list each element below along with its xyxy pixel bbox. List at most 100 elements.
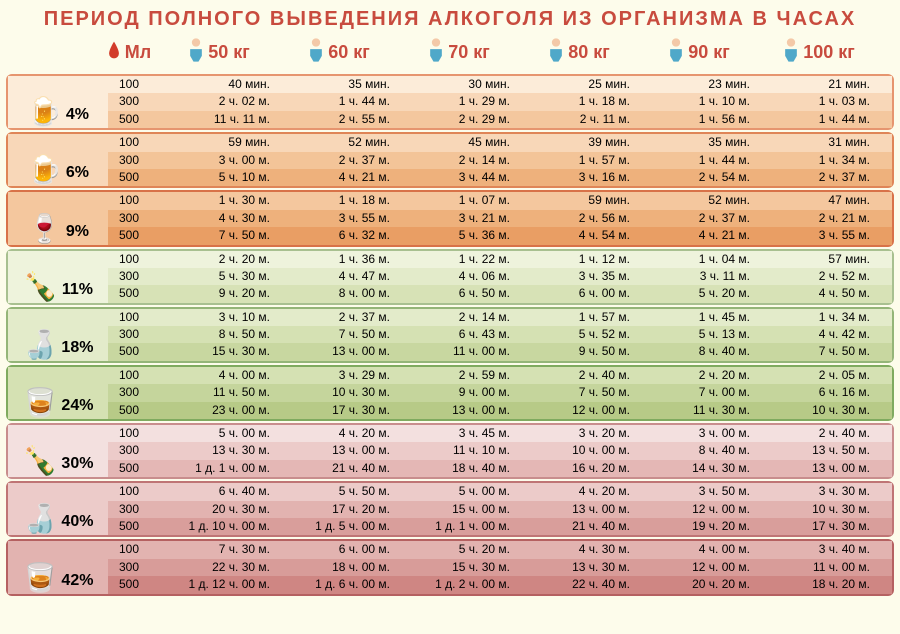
time-cell: 5 ч. 52 м. (526, 326, 646, 343)
time-cell: 4 ч. 00 м. (166, 367, 286, 384)
group-left: 🥃24% (8, 367, 108, 419)
time-cell: 5 ч. 36 м. (406, 227, 526, 244)
time-cell: 3 ч. 35 м. (526, 268, 646, 285)
data-row: 1001 ч. 30 м.1 ч. 18 м.1 ч. 07 м.59 мин.… (108, 192, 892, 209)
time-cell: 16 ч. 20 м. (526, 460, 646, 477)
time-cell: 1 ч. 34 м. (766, 152, 886, 169)
group-18%: 🍶18%1003 ч. 10 м.2 ч. 37 м.2 ч. 14 м.1 ч… (6, 307, 894, 363)
header-weight-3: 80 кг (518, 37, 638, 68)
time-cell: 9 ч. 50 м. (526, 343, 646, 360)
group-rows: 1006 ч. 40 м.5 ч. 50 м.5 ч. 00 м.4 ч. 20… (108, 483, 892, 535)
ml-cell: 500 (108, 169, 166, 186)
ml-cell: 300 (108, 442, 166, 459)
time-cell: 5 ч. 13 м. (646, 326, 766, 343)
group-left: 🍾11% (8, 251, 108, 303)
time-cell: 1 д. 6 ч. 00 м. (286, 576, 406, 593)
data-row: 10040 мин.35 мин.30 мин.25 мин.23 мин.21… (108, 76, 892, 93)
time-cell: 4 ч. 00 м. (646, 541, 766, 558)
time-cell: 22 ч. 40 м. (526, 576, 646, 593)
time-cell: 2 ч. 21 м. (766, 210, 886, 227)
ml-label: Мл (125, 42, 151, 63)
time-cell: 1 ч. 57 м. (526, 152, 646, 169)
time-cell: 21 мин. (766, 76, 886, 93)
time-cell: 40 мин. (166, 76, 286, 93)
time-cell: 11 ч. 30 м. (646, 402, 766, 419)
group-rows: 10040 мин.35 мин.30 мин.25 мин.23 мин.21… (108, 76, 892, 128)
time-cell: 7 ч. 00 м. (646, 384, 766, 401)
person-icon (546, 37, 566, 68)
time-cell: 2 ч. 11 м. (526, 111, 646, 128)
weight-label: 90 кг (688, 42, 730, 63)
time-cell: 35 мин. (646, 134, 766, 151)
time-cell: 7 ч. 50 м. (166, 227, 286, 244)
time-cell: 15 ч. 30 м. (406, 559, 526, 576)
time-cell: 3 ч. 44 м. (406, 169, 526, 186)
group-9%: 🍷9%1001 ч. 30 м.1 ч. 18 м.1 ч. 07 м.59 м… (6, 190, 894, 246)
percent-label: 24% (61, 397, 93, 417)
time-cell: 52 мин. (646, 192, 766, 209)
time-cell: 2 ч. 40 м. (526, 367, 646, 384)
person-icon (186, 37, 206, 68)
time-cell: 39 мин. (526, 134, 646, 151)
time-cell: 6 ч. 40 м. (166, 483, 286, 500)
person-icon (666, 37, 686, 68)
ml-cell: 500 (108, 227, 166, 244)
person-icon (426, 37, 446, 68)
ml-cell: 100 (108, 76, 166, 93)
time-cell: 1 ч. 10 м. (646, 93, 766, 110)
time-cell: 8 ч. 50 м. (166, 326, 286, 343)
time-cell: 59 мин. (166, 134, 286, 151)
header-weight-2: 70 кг (398, 37, 518, 68)
time-cell: 9 ч. 20 м. (166, 285, 286, 302)
time-cell: 1 д. 5 ч. 00 м. (286, 518, 406, 535)
time-cell: 10 ч. 00 м. (526, 442, 646, 459)
data-row: 3003 ч. 00 м.2 ч. 37 м.2 ч. 14 м.1 ч. 57… (108, 152, 892, 169)
time-cell: 3 ч. 00 м. (646, 425, 766, 442)
drink-icon: 🥃 (23, 564, 58, 592)
time-cell: 2 ч. 37 м. (286, 152, 406, 169)
data-row: 1005 ч. 00 м.4 ч. 20 м.3 ч. 45 м.3 ч. 20… (108, 425, 892, 442)
time-cell: 4 ч. 20 м. (526, 483, 646, 500)
time-cell: 2 ч. 59 м. (406, 367, 526, 384)
time-cell: 1 ч. 44 м. (646, 152, 766, 169)
data-row: 5001 д. 12 ч. 00 м.1 д. 6 ч. 00 м.1 д. 2… (108, 576, 892, 593)
drink-icon: 🥃 (23, 389, 58, 417)
time-cell: 5 ч. 00 м. (166, 425, 286, 442)
time-cell: 11 ч. 00 м. (406, 343, 526, 360)
time-cell: 13 ч. 00 м. (526, 501, 646, 518)
time-cell: 6 ч. 16 м. (766, 384, 886, 401)
data-row: 1006 ч. 40 м.5 ч. 50 м.5 ч. 00 м.4 ч. 20… (108, 483, 892, 500)
ml-cell: 100 (108, 367, 166, 384)
time-cell: 1 ч. 18 м. (286, 192, 406, 209)
drink-icon: 🍺 (27, 156, 62, 184)
time-cell: 8 ч. 40 м. (646, 442, 766, 459)
ml-cell: 300 (108, 326, 166, 343)
time-cell: 35 мин. (286, 76, 406, 93)
time-cell: 1 ч. 45 м. (646, 309, 766, 326)
time-cell: 1 ч. 34 м. (766, 309, 886, 326)
ml-cell: 300 (108, 559, 166, 576)
time-cell: 3 ч. 20 м. (526, 425, 646, 442)
time-cell: 13 ч. 00 м. (286, 343, 406, 360)
header-weight-1: 60 кг (278, 37, 398, 68)
header-row: Мл 50 кг 60 кг 70 кг 80 кг 90 кг 100 кг (0, 35, 900, 72)
ml-cell: 100 (108, 483, 166, 500)
group-40%: 🍶40%1006 ч. 40 м.5 ч. 50 м.5 ч. 00 м.4 ч… (6, 481, 894, 537)
group-rows: 1001 ч. 30 м.1 ч. 18 м.1 ч. 07 м.59 мин.… (108, 192, 892, 244)
time-cell: 10 ч. 30 м. (766, 402, 886, 419)
ml-cell: 100 (108, 251, 166, 268)
group-4%: 🍺4%10040 мин.35 мин.30 мин.25 мин.23 мин… (6, 74, 894, 130)
time-cell: 17 ч. 30 м. (286, 402, 406, 419)
header-ml: Мл (100, 40, 158, 65)
time-cell: 1 д. 2 ч. 00 м. (406, 576, 526, 593)
data-row: 10059 мин.52 мин.45 мин.39 мин.35 мин.31… (108, 134, 892, 151)
time-cell: 21 ч. 40 м. (286, 460, 406, 477)
group-left: 🍾30% (8, 425, 108, 477)
time-cell: 2 ч. 56 м. (526, 210, 646, 227)
time-cell: 1 д. 1 ч. 00 м. (166, 460, 286, 477)
weight-label: 70 кг (448, 42, 490, 63)
time-cell: 2 ч. 37 м. (286, 309, 406, 326)
weight-label: 50 кг (208, 42, 250, 63)
percent-label: 30% (61, 455, 93, 475)
group-left: 🍷9% (8, 192, 108, 244)
